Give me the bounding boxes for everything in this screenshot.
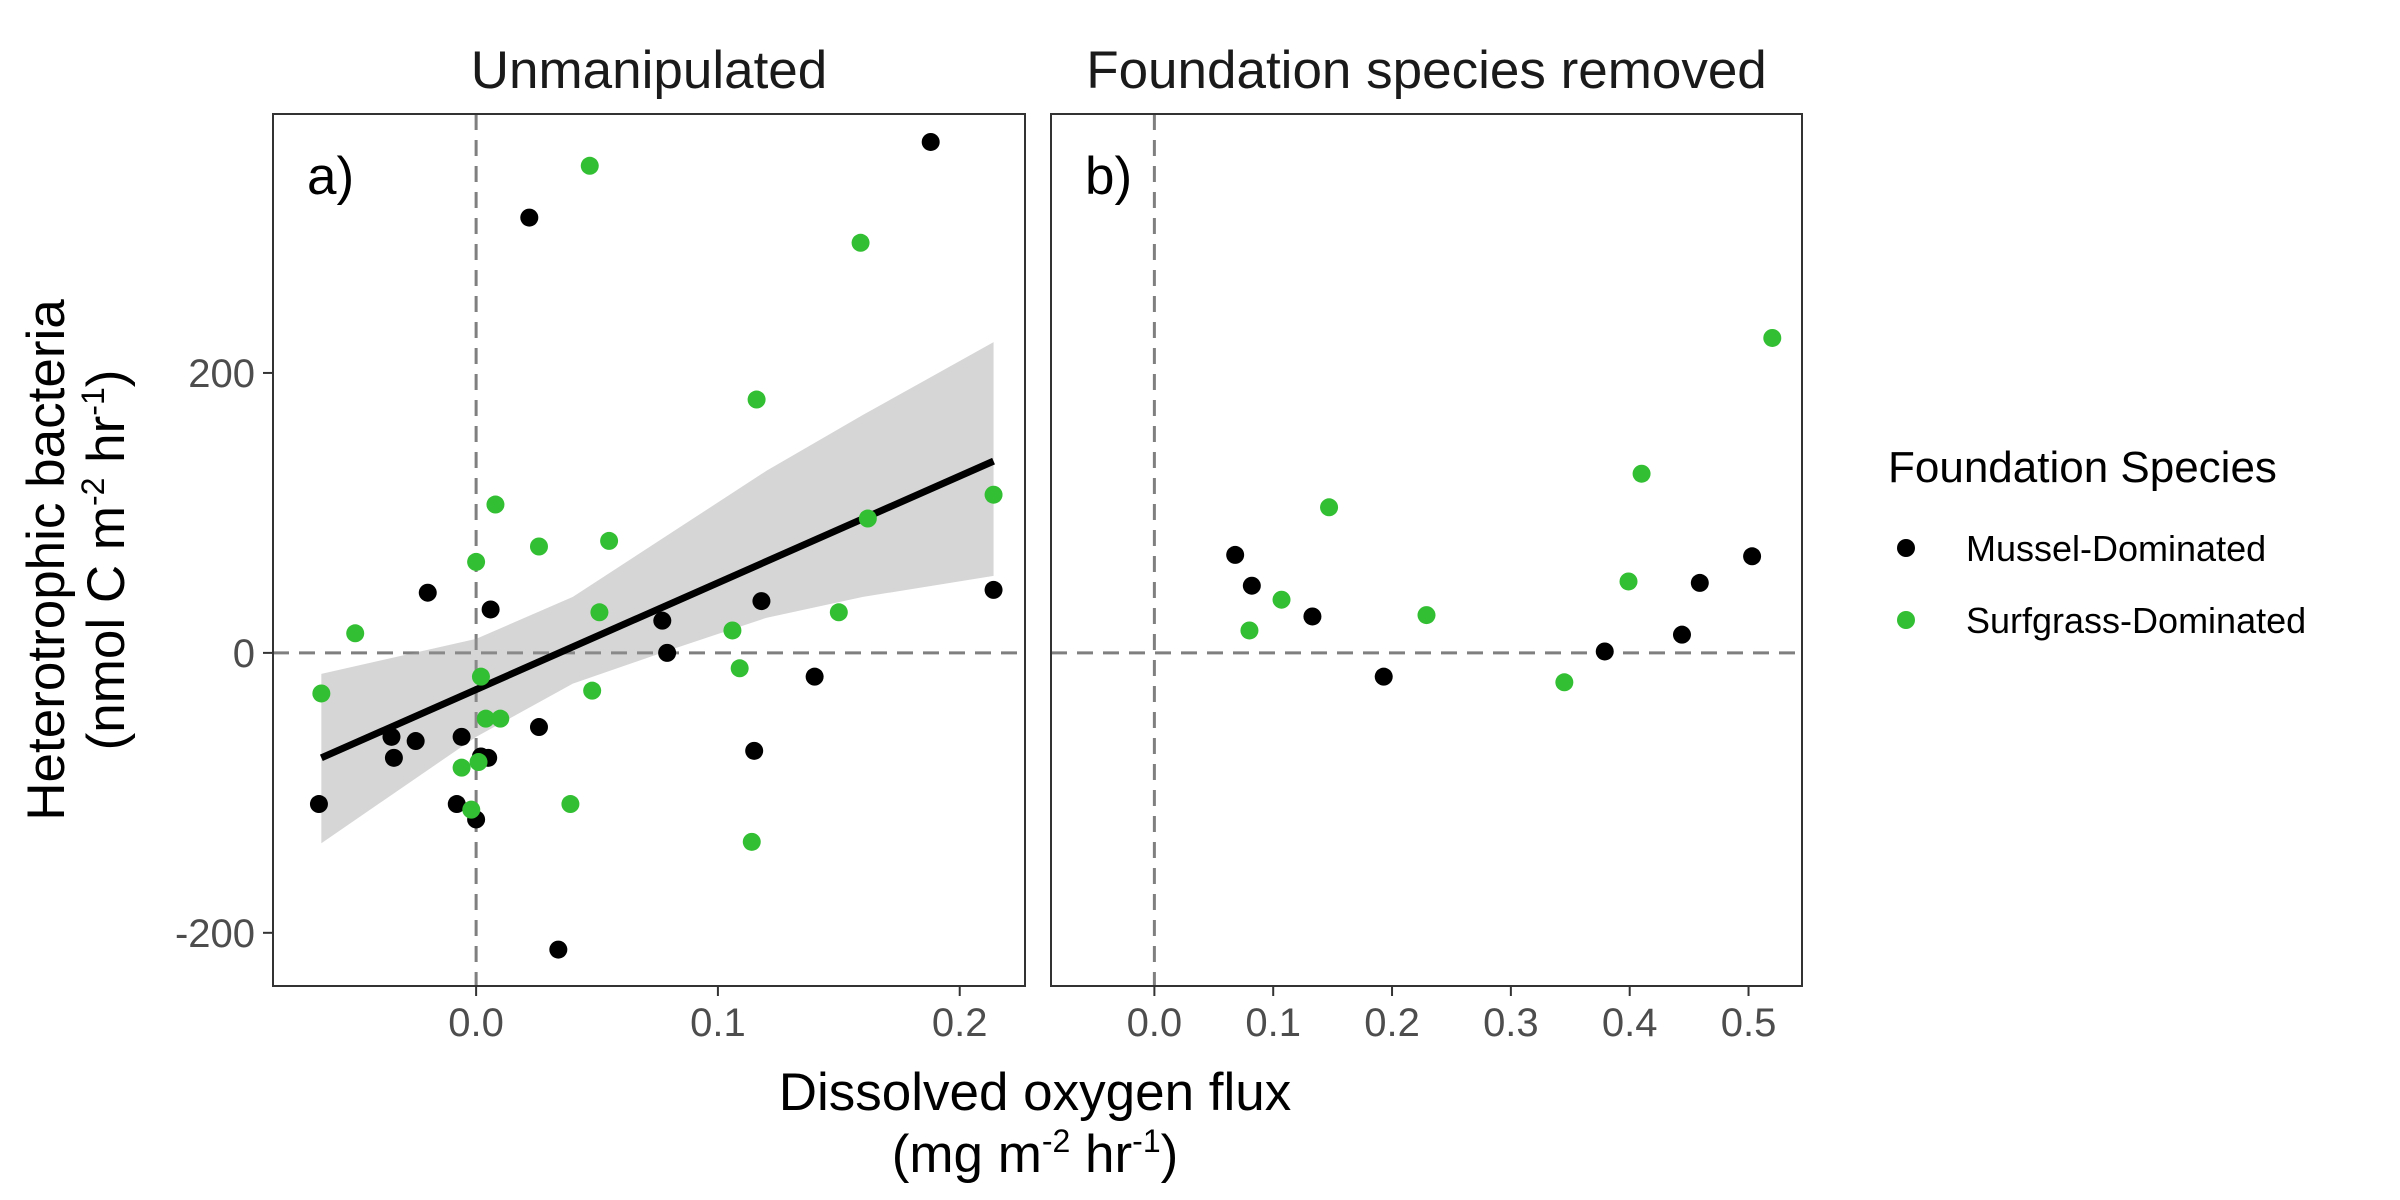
- data-point-surfgrass-dominated: [491, 709, 510, 728]
- data-point-mussel-dominated: [406, 732, 425, 751]
- x-axis-label: Dissolved oxygen flux: [779, 1063, 1292, 1122]
- data-point-mussel-dominated: [447, 795, 466, 814]
- y-tick-label: -200: [175, 912, 255, 956]
- data-point-mussel-dominated: [1242, 576, 1261, 595]
- data-point-mussel-dominated: [452, 727, 471, 746]
- data-point-surfgrass-dominated: [462, 800, 481, 819]
- data-point-surfgrass-dominated: [1240, 621, 1259, 640]
- panel-strip-title: Unmanipulated: [471, 41, 828, 100]
- data-point-surfgrass-dominated: [742, 832, 761, 851]
- data-point-surfgrass-dominated: [467, 552, 486, 571]
- data-point-surfgrass-dominated: [469, 753, 488, 772]
- x-axis-title: Dissolved oxygen flux (mg m-2 hr-1): [779, 1063, 1292, 1184]
- data-point-mussel-dominated: [1743, 547, 1762, 566]
- legend-key-mussel: [1897, 539, 1915, 557]
- data-point-mussel-dominated: [1595, 642, 1614, 661]
- x-tick-label: 0.1: [1245, 1001, 1301, 1045]
- panel-tag: b): [1085, 147, 1132, 206]
- y-axis-unit: (nmol C m-2 hr-1): [75, 370, 136, 751]
- x-tick-label: 0.0: [448, 1001, 504, 1045]
- data-point-surfgrass-dominated: [984, 485, 1003, 504]
- panel-background: [1051, 114, 1802, 986]
- data-point-surfgrass-dominated: [312, 684, 331, 703]
- legend-key-surfgrass: [1897, 611, 1915, 629]
- x-tick-label: 0.4: [1602, 1001, 1658, 1045]
- panel-background: [273, 114, 1025, 986]
- data-point-surfgrass-dominated: [486, 495, 505, 514]
- data-point-mussel-dominated: [1672, 625, 1691, 644]
- data-point-mussel-dominated: [745, 741, 764, 760]
- x-tick-label: 0.3: [1483, 1001, 1539, 1045]
- data-point-mussel-dominated: [984, 580, 1003, 599]
- regression-line: [319, 457, 995, 762]
- panel-tag: a): [307, 147, 354, 206]
- data-point-surfgrass-dominated: [1272, 590, 1291, 609]
- data-point-surfgrass-dominated: [730, 659, 749, 678]
- chart-panels: Unmanipulated a) 0.0 0.1 0.2 -200 0 200 Foundati…: [175, 41, 1803, 1045]
- data-point-surfgrass-dominated: [346, 624, 365, 643]
- y-axis-label: Heterotrophic bacteria: [17, 299, 76, 821]
- data-point-mussel-dominated: [418, 583, 437, 602]
- data-point-mussel-dominated: [529, 718, 548, 737]
- x-tick-label: 0.5: [1721, 1001, 1777, 1045]
- data-point-surfgrass-dominated: [747, 390, 766, 409]
- data-point-surfgrass-dominated: [851, 233, 870, 252]
- data-point-mussel-dominated: [549, 940, 568, 959]
- y-axis-title: Heterotrophic bacteria (nmol C m-2 hr-1): [17, 299, 136, 821]
- data-point-surfgrass-dominated: [476, 709, 495, 728]
- data-point-surfgrass-dominated: [1555, 673, 1574, 692]
- data-point-mussel-dominated: [1303, 607, 1322, 626]
- data-point-mussel-dominated: [382, 727, 401, 746]
- data-point-mussel-dominated: [384, 748, 403, 767]
- data-point-surfgrass-dominated: [600, 531, 619, 550]
- y-tick-label: 200: [188, 352, 255, 396]
- data-point-mussel-dominated: [921, 132, 940, 151]
- data-point-mussel-dominated: [752, 592, 771, 611]
- data-point-mussel-dominated: [653, 611, 672, 630]
- data-point-mussel-dominated: [658, 643, 677, 662]
- legend-label-mussel: Mussel-Dominated: [1966, 528, 2266, 569]
- panel-b: Foundation species removed b) 0.0 0.1 0.2 0.3…: [1050, 41, 1803, 1045]
- data-point-surfgrass-dominated: [829, 603, 848, 622]
- data-point-mussel-dominated: [481, 600, 500, 619]
- data-point-surfgrass-dominated: [1632, 464, 1651, 483]
- legend: Foundation Species Mussel-Dominated Surf…: [1888, 443, 2306, 641]
- legend-label-surfgrass: Surfgrass-Dominated: [1966, 600, 2306, 641]
- data-point-surfgrass-dominated: [471, 667, 490, 686]
- data-point-surfgrass-dominated: [580, 156, 599, 175]
- data-point-mussel-dominated: [309, 795, 328, 814]
- panel-strip-title: Foundation species removed: [1086, 41, 1767, 100]
- data-point-surfgrass-dominated: [1619, 572, 1638, 591]
- x-tick-label: 0.2: [932, 1001, 988, 1045]
- x-axis-unit: (mg m-2 hr-1): [892, 1123, 1179, 1184]
- data-point-mussel-dominated: [1374, 667, 1393, 686]
- x-tick-label: 0.1: [690, 1001, 746, 1045]
- data-point-surfgrass-dominated: [529, 537, 548, 556]
- data-point-surfgrass-dominated: [583, 681, 602, 700]
- data-point-mussel-dominated: [520, 208, 539, 227]
- x-tick-label: 0.2: [1364, 1001, 1420, 1045]
- data-point-surfgrass-dominated: [723, 621, 742, 640]
- data-point-surfgrass-dominated: [590, 603, 609, 622]
- data-point-mussel-dominated: [805, 667, 824, 686]
- data-point-surfgrass-dominated: [858, 509, 877, 528]
- panel-a: Unmanipulated a) 0.0 0.1 0.2 -200 0 200: [175, 41, 1026, 1045]
- panel-border: [272, 113, 1026, 987]
- legend-title: Foundation Species: [1888, 443, 2277, 492]
- data-point-mussel-dominated: [1226, 545, 1245, 564]
- data-point-surfgrass-dominated: [1763, 328, 1782, 347]
- data-point-surfgrass-dominated: [561, 795, 580, 814]
- data-point-surfgrass-dominated: [1417, 606, 1436, 625]
- data-point-mussel-dominated: [1690, 573, 1709, 592]
- y-tick-label: 0: [233, 632, 255, 676]
- data-point-surfgrass-dominated: [1320, 498, 1339, 517]
- x-tick-label: 0.0: [1127, 1001, 1183, 1045]
- data-point-surfgrass-dominated: [452, 758, 471, 777]
- panel-border: [1050, 113, 1803, 987]
